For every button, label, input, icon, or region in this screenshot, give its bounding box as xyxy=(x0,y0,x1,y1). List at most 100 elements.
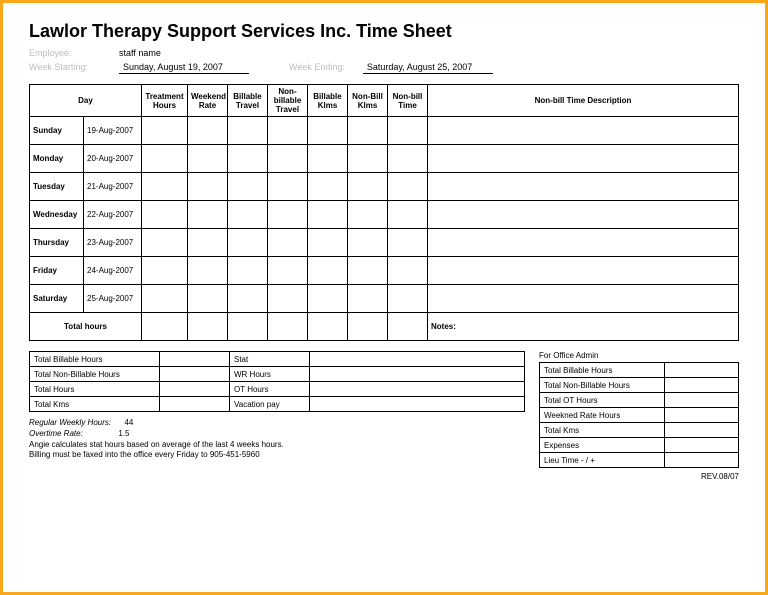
week-start-value: Sunday, August 19, 2007 xyxy=(119,62,249,74)
data-cell xyxy=(348,285,388,313)
data-cell xyxy=(428,145,739,173)
ls-r1: Total Billable Hours xyxy=(30,352,160,367)
ls-v2 xyxy=(160,367,230,382)
rs-r6: Expenses xyxy=(540,438,665,453)
employee-value: staff name xyxy=(119,48,161,58)
data-cell xyxy=(228,257,268,285)
th-nonbill-klms: Non-Bill Klms xyxy=(348,85,388,117)
rs-v4 xyxy=(665,408,739,423)
rs-r1: Total Billable Hours xyxy=(540,363,665,378)
data-cell xyxy=(188,285,228,313)
data-cell xyxy=(388,257,428,285)
day-date: 19-Aug-2007 xyxy=(84,117,142,145)
left-summary-table: Total Billable HoursStat Total Non-Billa… xyxy=(29,351,525,412)
day-date: 24-Aug-2007 xyxy=(84,257,142,285)
revision: REV.08/07 xyxy=(29,472,739,481)
data-cell xyxy=(308,201,348,229)
header-row: Day Treatment Hours Weekend Rate Billabl… xyxy=(30,85,739,117)
data-cell xyxy=(268,145,308,173)
day-date: 20-Aug-2007 xyxy=(84,145,142,173)
data-cell xyxy=(428,117,739,145)
data-cell xyxy=(428,229,739,257)
data-cell xyxy=(142,257,188,285)
data-cell xyxy=(428,257,739,285)
total-cell xyxy=(308,313,348,341)
data-cell xyxy=(268,285,308,313)
data-cell xyxy=(348,173,388,201)
total-cell xyxy=(268,313,308,341)
fn-l2b: 1.5 xyxy=(118,429,129,438)
data-cell xyxy=(228,173,268,201)
data-cell xyxy=(228,117,268,145)
rs-r5: Total Kms xyxy=(540,423,665,438)
rs-v1 xyxy=(665,363,739,378)
data-cell xyxy=(428,173,739,201)
table-row: Thursday23-Aug-2007 xyxy=(30,229,739,257)
ls-r3: Total Hours xyxy=(30,382,160,397)
data-cell xyxy=(348,257,388,285)
ls-cv1 xyxy=(310,352,525,367)
data-cell xyxy=(268,201,308,229)
data-cell xyxy=(348,229,388,257)
fn-l3: Angie calculates stat hours based on ave… xyxy=(29,440,525,451)
data-cell xyxy=(268,173,308,201)
data-cell xyxy=(228,145,268,173)
data-cell xyxy=(388,201,428,229)
week-row: Week Starting: Sunday, August 19, 2007 W… xyxy=(29,62,739,74)
day-name: Saturday xyxy=(30,285,84,313)
total-cell xyxy=(142,313,188,341)
day-name: Wednesday xyxy=(30,201,84,229)
total-row: Total hours Notes: xyxy=(30,313,739,341)
data-cell xyxy=(308,229,348,257)
rs-r7: Lieu Time - / + xyxy=(540,453,665,468)
rs-v6 xyxy=(665,438,739,453)
data-cell xyxy=(188,173,228,201)
data-cell xyxy=(268,117,308,145)
data-cell xyxy=(388,117,428,145)
table-row: Sunday19-Aug-2007 xyxy=(30,117,739,145)
th-treatment: Treatment Hours xyxy=(142,85,188,117)
data-cell xyxy=(142,117,188,145)
employee-row: Employee: staff name xyxy=(29,48,739,58)
data-cell xyxy=(142,145,188,173)
table-row: Monday20-Aug-2007 xyxy=(30,145,739,173)
table-row: Friday24-Aug-2007 xyxy=(30,257,739,285)
table-row: Tuesday21-Aug-2007 xyxy=(30,173,739,201)
data-cell xyxy=(348,145,388,173)
th-nonbill-time: Non-bill Time xyxy=(388,85,428,117)
data-cell xyxy=(348,117,388,145)
rs-v5 xyxy=(665,423,739,438)
th-bill-klms: Billable Klms xyxy=(308,85,348,117)
data-cell xyxy=(142,285,188,313)
th-bill-travel: Billable Travel xyxy=(228,85,268,117)
day-name: Thursday xyxy=(30,229,84,257)
th-weekend: Weekend Rate xyxy=(188,85,228,117)
week-end-value: Saturday, August 25, 2007 xyxy=(363,62,493,74)
total-cell xyxy=(388,313,428,341)
data-cell xyxy=(308,285,348,313)
rs-v7 xyxy=(665,453,739,468)
employee-label: Employee: xyxy=(29,48,119,58)
notes-cell: Notes: xyxy=(428,313,739,341)
ls-r4: Total Kms xyxy=(30,397,160,412)
table-row: Wednesday22-Aug-2007 xyxy=(30,201,739,229)
ls-v1 xyxy=(160,352,230,367)
timesheet-table: Day Treatment Hours Weekend Rate Billabl… xyxy=(29,84,739,341)
week-end-label: Week Ending: xyxy=(289,62,345,72)
data-cell xyxy=(428,201,739,229)
total-cell xyxy=(348,313,388,341)
day-date: 23-Aug-2007 xyxy=(84,229,142,257)
data-cell xyxy=(142,201,188,229)
rs-r2: Total Non-Billable Hours xyxy=(540,378,665,393)
day-date: 21-Aug-2007 xyxy=(84,173,142,201)
page-title: Lawlor Therapy Support Services Inc. Tim… xyxy=(29,21,739,42)
data-cell xyxy=(388,229,428,257)
total-cell xyxy=(188,313,228,341)
th-nonbill-travel: Non-billable Travel xyxy=(268,85,308,117)
admin-label: For Office Admin xyxy=(539,351,739,360)
data-cell xyxy=(388,145,428,173)
ls-v3 xyxy=(160,382,230,397)
data-cell xyxy=(228,229,268,257)
data-cell xyxy=(188,145,228,173)
day-name: Sunday xyxy=(30,117,84,145)
